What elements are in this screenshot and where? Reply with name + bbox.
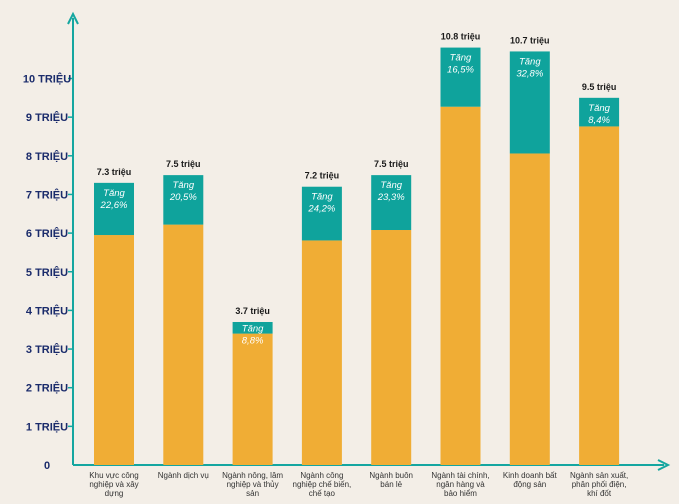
x-axis-arrow (657, 459, 671, 471)
category-label-line: Ngành nông, lâm (222, 471, 283, 480)
bar-increase (94, 182, 134, 236)
category-label: Kinh doanh bất động sản (503, 471, 558, 489)
bar-base (579, 126, 620, 466)
increase-word-label: Tăng (519, 56, 541, 67)
bar-base (94, 235, 134, 465)
bar-base (371, 230, 412, 465)
bar-increase (232, 321, 273, 334)
increase-percent-label: 20,5% (169, 192, 197, 203)
increase-percent-label: 8,8% (242, 336, 264, 347)
bar-increase (579, 97, 620, 127)
category-label-line: Ngành công (300, 471, 343, 480)
increase-percent-label: 32,8% (516, 68, 543, 79)
increase-percent-label: 23,3% (377, 192, 405, 203)
bar-base (509, 153, 550, 465)
bar-total-label: 7.5 triệu (374, 159, 409, 169)
y-axis: 0 1 TRIỆU 2 TRIỆU 3 TRIỆU 4 TRIỆU 5 TRIỆU 6 TR… (23, 11, 79, 472)
bar-increase (440, 47, 481, 107)
bar-total-label: 10.7 triệu (510, 35, 550, 45)
bar-total-label: 7.3 triệu (97, 167, 132, 177)
bar-increase (301, 186, 342, 241)
bar-increase (371, 175, 412, 231)
increase-percent-label: 8,4% (588, 115, 610, 126)
y-tick-label: 0 (44, 460, 50, 472)
category-label-line: Ngành dịch vụ (158, 471, 209, 480)
y-tick-label: 5 TRIỆU (26, 266, 68, 279)
increase-word-label: Tăng (242, 324, 264, 335)
bar-base (301, 240, 342, 465)
y-tick-label: 9 TRIỆU (26, 111, 68, 124)
category-label-line: Ngành buôn (369, 471, 413, 480)
y-tick-label: 8 TRIỆU (26, 150, 68, 163)
increase-word-label: Tăng (450, 53, 472, 64)
increase-word-label: Tăng (380, 180, 402, 191)
y-tick-label: 3 TRIỆU (26, 343, 68, 356)
category-label: Ngành sản xuất, phân phối điện, khí đốt (570, 471, 628, 498)
bar-total-label: 7.5 triệu (166, 159, 201, 169)
category-label: Ngành buôn bán lẻ (369, 471, 413, 489)
category-label-line: Ngành tài chính, (431, 471, 489, 480)
category-label: Ngành tài chính, ngân hàng và bảo hiểm (431, 471, 489, 498)
category-label-line: Kinh doanh bất (503, 471, 558, 480)
category-label-line: phân phối điện, (572, 480, 627, 489)
bar-increase (163, 175, 204, 225)
bar-base (232, 333, 273, 465)
category-label-line: nghiệp và thủy (227, 480, 279, 489)
y-tick-label: 1 TRIỆU (26, 420, 68, 433)
category-label: Ngành nông, lâm nghiệp và thủy sản (222, 471, 283, 498)
category-label-line: dựng (105, 489, 124, 498)
category-labels: Khu vực công nghiệp và xây dựng Ngành dịch … (89, 471, 628, 498)
increase-percent-label: 24,2% (307, 204, 335, 215)
y-tick-label: 2 TRIỆU (26, 382, 68, 395)
bar-total-label: 7.2 triệu (305, 171, 340, 181)
increase-word-label: Tăng (588, 103, 610, 114)
increase-word-label: Tăng (103, 188, 125, 199)
bar-total-label: 10.8 triệu (441, 32, 481, 42)
category-label-line: ngân hàng và (436, 480, 485, 489)
x-axis (73, 459, 671, 471)
category-label-line: khí đốt (587, 489, 612, 498)
y-tick-label: 10 TRIỆU (23, 73, 71, 86)
increase-percent-label: 22,6% (100, 200, 128, 211)
category-label-line: nghiệp chế biến, (293, 480, 352, 489)
category-label-line: Ngành sản xuất, (570, 471, 628, 480)
category-label-line: nghiệp và xây (89, 480, 138, 489)
bar-base (163, 224, 204, 465)
category-label-line: chế tạo (309, 489, 336, 498)
category-label: Ngành công nghiệp chế biến, chế tạo (293, 471, 352, 498)
category-label-line: sản (246, 489, 259, 498)
category-label-line: Khu vực công (89, 471, 138, 480)
y-tick-label: 6 TRIỆU (26, 227, 68, 240)
bar-base (440, 106, 481, 465)
category-label-line: bán lẻ (380, 480, 402, 489)
category-label: Ngành dịch vụ (158, 471, 209, 480)
category-label: Khu vực công nghiệp và xây dựng (89, 471, 138, 498)
category-label-line: bảo hiểm (444, 489, 477, 498)
increase-word-label: Tăng (311, 192, 333, 203)
increase-word-label: Tăng (172, 180, 194, 191)
category-label-line: động sản (513, 480, 546, 489)
bar-increase (509, 51, 550, 154)
bars (94, 47, 620, 466)
y-tick-label: 4 TRIỆU (26, 304, 68, 317)
bar-total-label: 9.5 triệu (582, 82, 617, 92)
increase-percent-label: 16,5% (447, 65, 474, 76)
y-axis-arrow (67, 11, 79, 25)
y-tick-label: 7 TRIỆU (26, 188, 68, 201)
bar-total-label: 3.7 triệu (235, 306, 270, 316)
